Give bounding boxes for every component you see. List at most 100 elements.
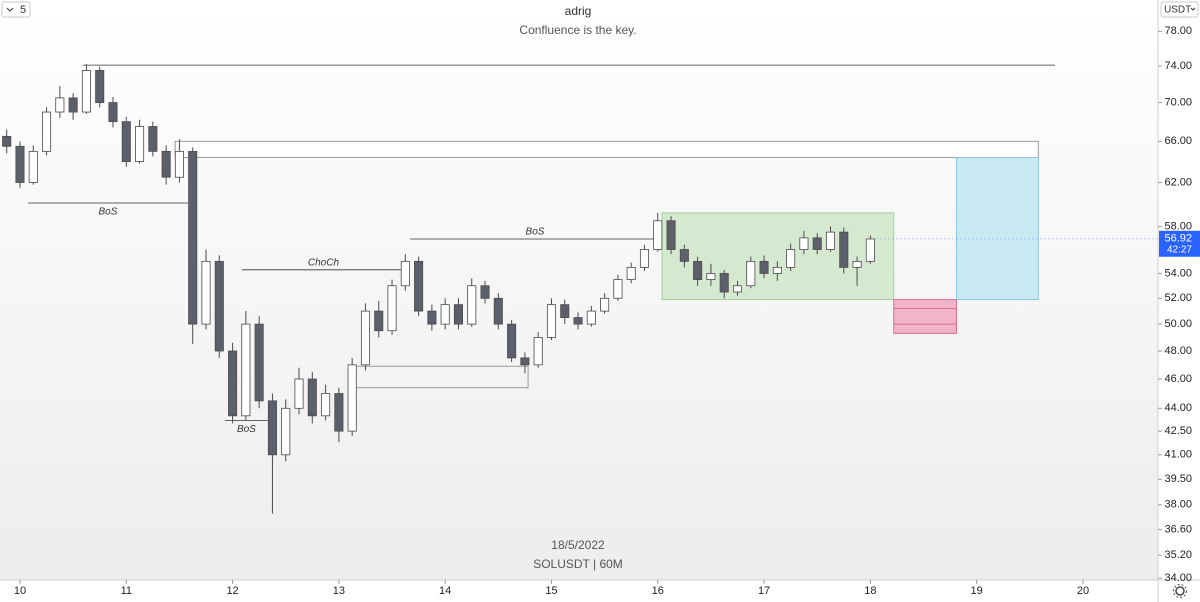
symbol-label: SOLUSDT | 60M (533, 557, 623, 571)
candle (679, 244, 689, 268)
x-tick-label: 14 (439, 585, 451, 597)
y-tick-label: 34.00 (1164, 572, 1192, 584)
candle (254, 316, 264, 409)
candle-body (453, 304, 463, 325)
candle-body (613, 279, 623, 299)
candle-body (228, 350, 238, 417)
candle-body (214, 260, 224, 352)
candle-body (174, 150, 184, 178)
last-price-timer: 42:27 (1167, 244, 1192, 255)
settings-icon[interactable] (1173, 584, 1187, 598)
chart-title: adrig (565, 4, 592, 18)
x-tick-label: 15 (545, 585, 557, 597)
candle-body (839, 231, 849, 268)
candle (321, 384, 331, 421)
candle-body (772, 266, 782, 274)
last-price-box (1159, 230, 1200, 257)
currency[interactable]: USDT (1164, 5, 1191, 16)
candle (108, 96, 118, 128)
candle (15, 141, 25, 188)
candle (693, 256, 703, 286)
candle-body (241, 323, 251, 417)
zone (893, 299, 957, 334)
x-tick-label: 18 (864, 585, 876, 597)
candle-body (586, 310, 596, 325)
candle-body (467, 285, 477, 325)
candle-body (520, 357, 530, 366)
candle (453, 298, 463, 330)
candle (414, 256, 424, 317)
candle (520, 352, 530, 374)
candle-body (360, 310, 370, 366)
level-label: BoS (98, 207, 117, 218)
interval[interactable]: 5 (20, 4, 26, 16)
candle-body (400, 260, 410, 287)
chevron (1190, 7, 1196, 11)
candle-body (679, 249, 689, 262)
plot: BoS BoS ChoCh BoS (2, 64, 1055, 514)
candle-body (653, 220, 663, 250)
zone (174, 140, 1039, 158)
candle (400, 254, 410, 291)
candle (347, 357, 357, 436)
candle (586, 305, 596, 327)
candle-body (799, 237, 809, 250)
y-tick-label: 41.00 (1164, 449, 1192, 461)
candle (374, 300, 384, 338)
currency-button[interactable]: USDT (1160, 1, 1199, 18)
candle-body (267, 400, 277, 456)
candle (626, 262, 636, 284)
y-tick-label: 46.00 (1164, 373, 1192, 385)
y-tick-label: 42.50 (1164, 425, 1192, 437)
y-tick-label: 52.00 (1164, 292, 1192, 304)
gear-teeth[interactable] (1173, 584, 1187, 598)
candle (214, 255, 224, 358)
candle (507, 320, 517, 363)
y-tick-label: 39.50 (1164, 473, 1192, 485)
candle (28, 145, 38, 185)
candle (639, 244, 649, 272)
candle (533, 332, 543, 368)
candle-body (201, 260, 211, 325)
candle (95, 66, 105, 108)
candle-body (493, 297, 503, 325)
y-tick-label: 66.00 (1164, 135, 1192, 147)
y-tick-label: 50.00 (1164, 318, 1192, 330)
candle (746, 256, 756, 289)
interval-button[interactable]: 5 (1, 1, 31, 18)
candle-body (666, 220, 676, 250)
y-tick-label: 38.00 (1164, 499, 1192, 511)
x-tick-label: 16 (652, 585, 664, 597)
candle (427, 304, 437, 331)
currency-box[interactable] (1160, 1, 1199, 18)
candle (201, 249, 211, 330)
candle (228, 342, 238, 424)
y-tick-label: 54.00 (1164, 267, 1192, 279)
candle-body (639, 249, 649, 268)
candle (613, 274, 623, 301)
candle (560, 299, 570, 325)
x-tick-label: 19 (971, 585, 983, 597)
candle (188, 147, 198, 345)
candle (719, 269, 729, 299)
interval-box[interactable] (1, 1, 31, 18)
candle (148, 121, 158, 157)
candle (653, 212, 663, 252)
candle-body (440, 304, 450, 325)
candle-body (161, 150, 171, 178)
candle-body (746, 260, 756, 287)
x-tick-label: 20 (1077, 585, 1089, 597)
time-axis (0, 580, 1158, 602)
gear[interactable] (1175, 586, 1185, 596)
y-tick-label: 58.00 (1164, 220, 1192, 232)
candle (666, 216, 676, 255)
candle-body (95, 70, 105, 103)
candle-body (42, 111, 52, 152)
candle-body (480, 285, 490, 299)
candle-body (347, 364, 357, 432)
candle-body (321, 393, 331, 417)
level-label: BoS (237, 424, 256, 435)
candle (121, 116, 131, 167)
candle (387, 279, 397, 335)
candle-body (188, 150, 198, 325)
